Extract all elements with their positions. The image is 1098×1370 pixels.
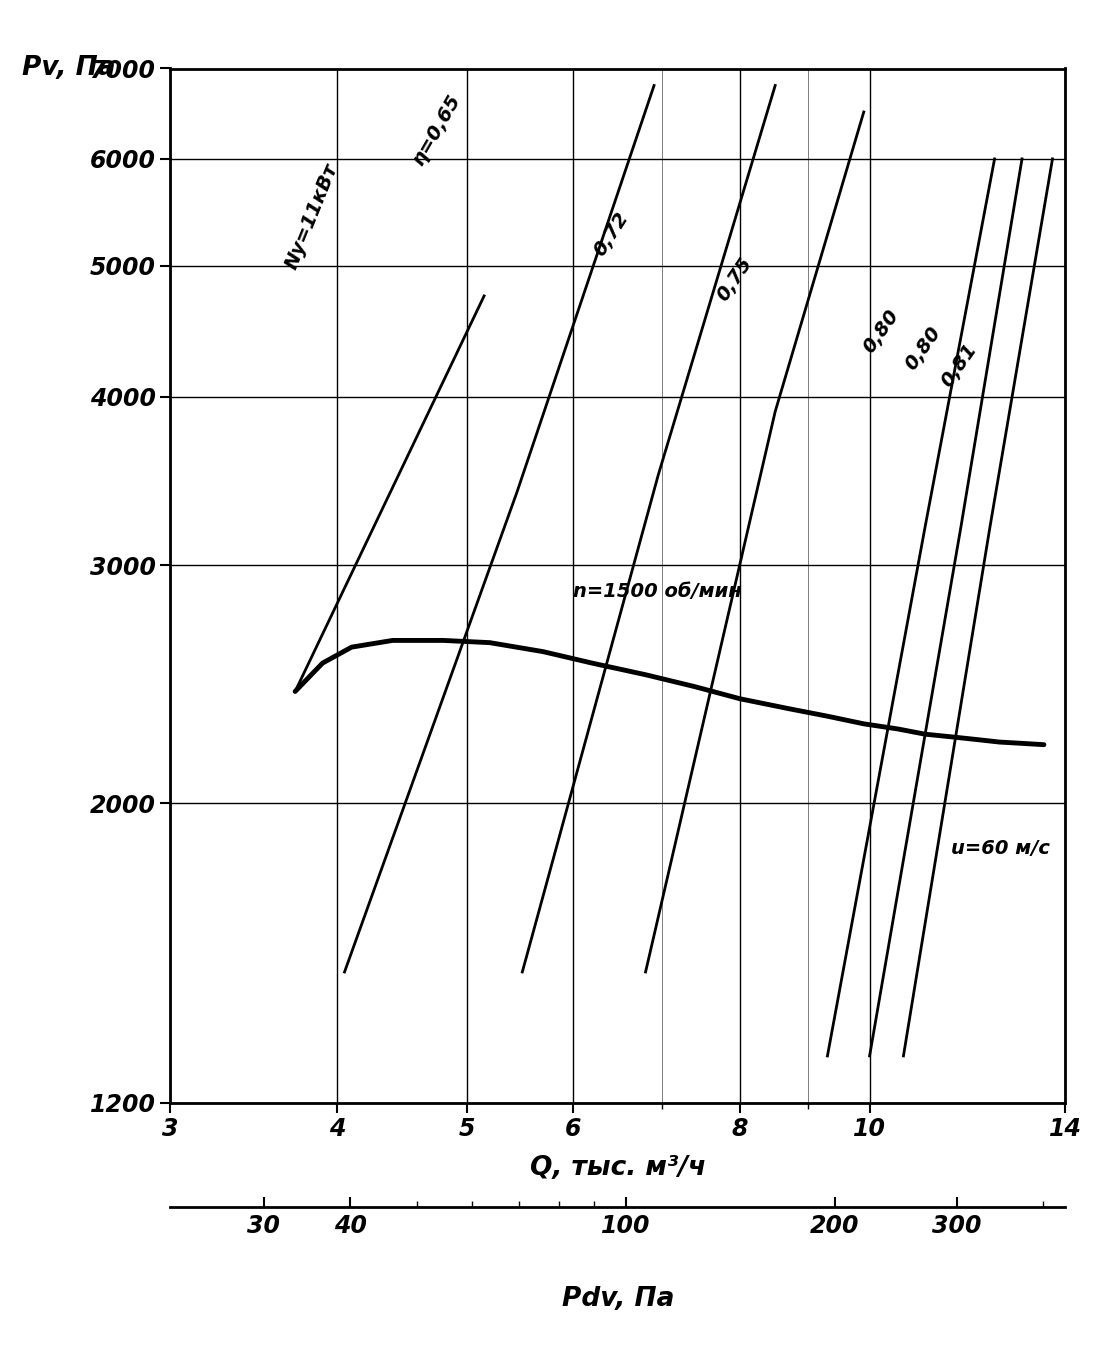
- Text: 30: 30: [247, 1214, 280, 1238]
- Text: 200: 200: [810, 1214, 860, 1238]
- Text: 40: 40: [334, 1214, 367, 1238]
- Text: 0,75: 0,75: [714, 253, 755, 304]
- Text: 0,80: 0,80: [860, 307, 903, 358]
- Text: Pdv, Па: Pdv, Па: [562, 1286, 674, 1311]
- Text: 0,72: 0,72: [590, 210, 632, 260]
- Text: Pv, Па: Pv, Па: [22, 55, 115, 81]
- Text: Ny=11кВт: Ny=11кВт: [282, 160, 341, 271]
- Text: n=1500 об/мин: n=1500 об/мин: [573, 582, 741, 601]
- Text: u=60 м/с: u=60 м/с: [951, 840, 1050, 859]
- Text: η=0,65: η=0,65: [408, 92, 464, 169]
- Text: 100: 100: [602, 1214, 651, 1238]
- Text: 0,81: 0,81: [938, 341, 981, 390]
- Text: 300: 300: [932, 1214, 982, 1238]
- Text: 0,80: 0,80: [901, 323, 944, 374]
- X-axis label: Q, тыс. м³/ч: Q, тыс. м³/ч: [529, 1155, 706, 1181]
